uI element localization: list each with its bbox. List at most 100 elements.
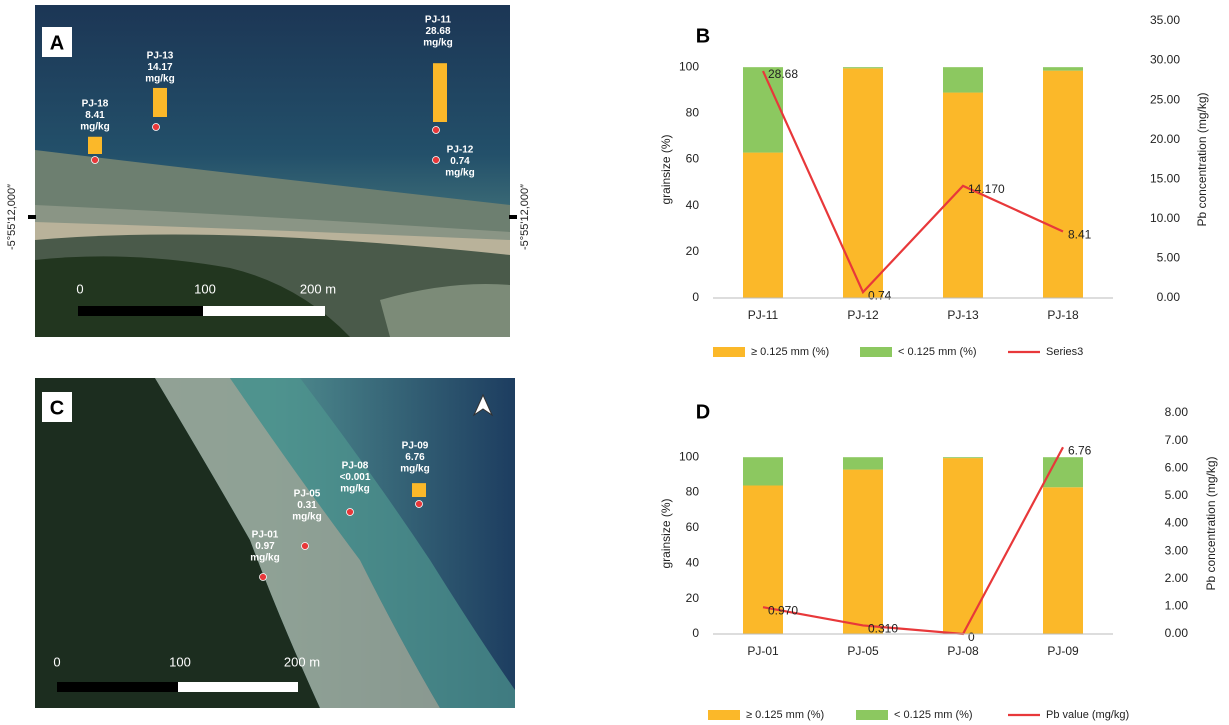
site-label: <0.001 (340, 472, 371, 483)
scale-label: 200 m (284, 654, 320, 669)
y2-tick-label: 3.00 (1165, 543, 1189, 557)
x-tick-label: PJ-01 (747, 644, 779, 658)
site-dot (433, 127, 440, 134)
coordinate-label: -5°55'12,000″ (519, 184, 531, 250)
x-tick-label: PJ-13 (947, 308, 979, 322)
map-a-image (35, 5, 510, 337)
coordinate-label: -5°55'12,000″ (6, 184, 18, 250)
legend-swatch (713, 347, 745, 357)
legend-label: ≥ 0.125 mm (%) (746, 709, 824, 721)
scale-label: 0 (53, 654, 60, 669)
site-label: mg/kg (292, 512, 321, 523)
legend-swatch (860, 347, 892, 357)
pb-line (763, 71, 1063, 292)
legend-label: Series3 (1046, 346, 1083, 358)
map-c-image (35, 378, 515, 708)
y2-tick-label: 8.00 (1165, 405, 1189, 419)
site-label: 8.41 (85, 110, 105, 121)
pb-bar (412, 483, 426, 497)
site-label: PJ-09 (402, 441, 429, 452)
y-tick-label: 80 (686, 106, 700, 120)
scale-label: 200 m (300, 281, 336, 296)
site-label: 14.17 (147, 62, 172, 73)
y-axis-title: grainsize (%) (659, 498, 673, 568)
legend-swatch (708, 710, 740, 720)
site-label: mg/kg (340, 484, 369, 495)
data-label: 14.170 (968, 182, 1005, 196)
data-label: 0.970 (768, 603, 798, 617)
site-dot (302, 543, 309, 550)
y2-tick-label: 15.00 (1150, 171, 1180, 185)
y-tick-label: 40 (686, 555, 700, 569)
bar-segment (843, 457, 883, 469)
y2-tick-label: 35.00 (1150, 13, 1180, 27)
scale-bar-black (78, 306, 203, 316)
x-tick-label: PJ-05 (847, 644, 879, 658)
pb-bar (153, 88, 167, 117)
bar-segment (843, 470, 883, 634)
site-dot (347, 509, 354, 516)
bar-segment (743, 153, 783, 298)
bar-segment (843, 67, 883, 68)
pb-line (763, 447, 1063, 634)
pb-bar (88, 137, 102, 154)
y-tick-label: 20 (686, 591, 700, 605)
site-label: PJ-01 (252, 530, 279, 541)
y-axis-title: grainsize (%) (659, 134, 673, 204)
y-tick-label: 60 (686, 152, 700, 166)
y2-axis-title: Pb concentration (mg/kg) (1204, 456, 1218, 590)
x-tick-label: PJ-11 (748, 308, 779, 322)
bar-segment (943, 67, 983, 92)
site-label: 6.76 (405, 452, 425, 463)
scale-bar-black (57, 682, 178, 692)
site-label: PJ-08 (342, 461, 369, 472)
site-label: mg/kg (80, 122, 109, 133)
site-label: PJ-18 (82, 99, 109, 110)
y-tick-label: 80 (686, 485, 700, 499)
legend-label: < 0.125 mm (%) (898, 346, 977, 358)
data-label: 0 (968, 630, 975, 644)
legend-label: < 0.125 mm (%) (894, 709, 973, 721)
y2-tick-label: 2.00 (1165, 571, 1189, 585)
x-tick-label: PJ-12 (847, 308, 879, 322)
y2-tick-label: 0.00 (1165, 626, 1189, 640)
y2-tick-label: 6.00 (1165, 460, 1189, 474)
y-tick-label: 60 (686, 520, 700, 534)
legend-label: ≥ 0.125 mm (%) (751, 346, 829, 358)
scale-bar-white (178, 682, 298, 692)
site-label: mg/kg (250, 553, 279, 564)
site-label: 0.31 (297, 500, 317, 511)
bar-segment (943, 457, 983, 458)
site-dot (433, 157, 440, 164)
panel-letter: A (50, 32, 64, 54)
bar-segment (1043, 67, 1083, 70)
x-tick-label: PJ-09 (1047, 644, 1079, 658)
site-label: mg/kg (145, 74, 174, 85)
data-label: 6.76 (1068, 443, 1092, 457)
scale-label: 100 (169, 654, 191, 669)
site-label: PJ-12 (447, 145, 474, 156)
y-tick-label: 100 (679, 449, 699, 463)
y2-tick-label: 0.00 (1157, 290, 1181, 304)
y2-tick-label: 1.00 (1165, 599, 1189, 613)
scale-bar-white (203, 306, 325, 316)
y2-tick-label: 30.00 (1150, 53, 1180, 67)
site-label: 0.97 (255, 541, 275, 552)
y2-tick-label: 10.00 (1150, 211, 1180, 225)
site-dot (416, 501, 423, 508)
site-label: mg/kg (423, 38, 452, 49)
y2-tick-label: 4.00 (1165, 516, 1189, 530)
site-label: mg/kg (445, 168, 474, 179)
x-tick-label: PJ-08 (947, 644, 979, 658)
site-dot (92, 157, 99, 164)
pb-bar (433, 63, 447, 122)
y2-tick-label: 5.00 (1165, 488, 1189, 502)
site-label: PJ-05 (294, 489, 321, 500)
scale-label: 0 (76, 281, 83, 296)
x-tick-label: PJ-18 (1047, 308, 1079, 322)
site-dot (260, 574, 267, 581)
legend-label: Pb value (mg/kg) (1046, 709, 1129, 721)
y2-tick-label: 25.00 (1150, 92, 1180, 106)
data-label: 0.74 (868, 288, 892, 302)
y2-tick-label: 20.00 (1150, 132, 1180, 146)
